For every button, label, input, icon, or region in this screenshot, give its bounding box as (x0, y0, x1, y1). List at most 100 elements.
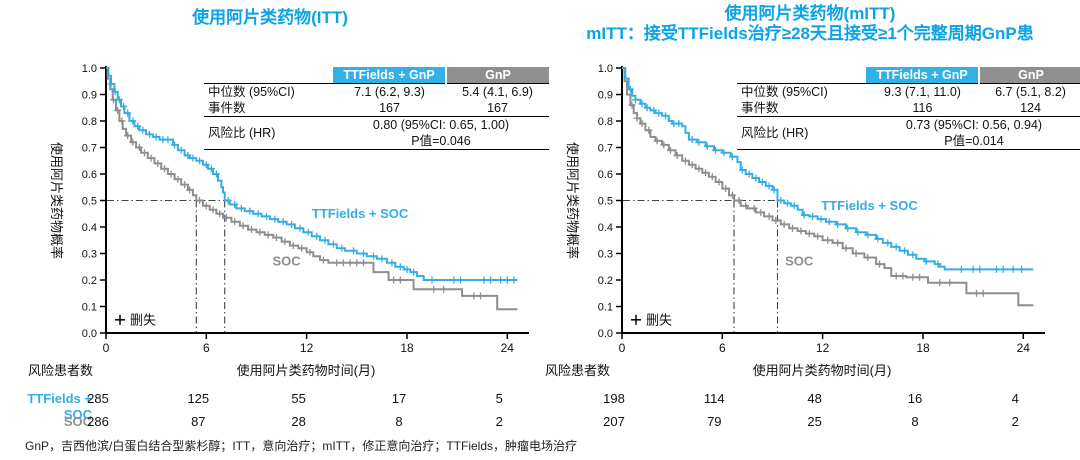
censor-mark (273, 234, 280, 242)
censor-mark (146, 130, 153, 138)
censor-mark (892, 272, 900, 280)
censor-mark (237, 204, 245, 212)
censor-mark (338, 244, 346, 252)
censor-mark (124, 109, 132, 117)
censor-mark (264, 231, 272, 239)
p-value: P值=0.014 (866, 133, 1080, 150)
censor-mark (202, 202, 210, 210)
censor-mark (667, 146, 674, 154)
censor-mark (728, 191, 736, 199)
censor-mark (909, 273, 917, 281)
censor-mark (164, 136, 172, 144)
censor-mark (333, 259, 341, 267)
censor-mark (780, 220, 788, 228)
risk-count: 79 (707, 414, 722, 429)
censor-mark (884, 239, 892, 247)
x-axis-label-itt: 使用阿片类药物时间(月) (236, 363, 376, 378)
svg-text:18: 18 (916, 341, 930, 355)
censor-mark (844, 224, 852, 232)
risk-count: 8 (911, 414, 919, 429)
censor-mark (289, 242, 297, 250)
series-soc: SOC (622, 67, 1034, 307)
censor-mark (633, 114, 641, 122)
hr-label: 风险比 (HR) (204, 116, 333, 150)
events-value-1: 167 (333, 100, 446, 117)
risk-count: 198 (603, 391, 625, 406)
svg-text:0.9: 0.9 (598, 90, 613, 102)
censor-mark (742, 202, 750, 210)
censor-mark (715, 178, 723, 186)
risk-count: 17 (391, 391, 407, 406)
censor-mark (120, 102, 128, 110)
censor-mark (181, 181, 189, 189)
censor-mark (899, 272, 907, 280)
censor-mark (212, 170, 220, 178)
series-label: SOC (785, 253, 814, 268)
censor-mark (396, 276, 404, 284)
series-ttfields-soc: TTFields + SOC (622, 67, 1034, 273)
censor-mark (231, 218, 239, 226)
median-value-2: 5.4 (4.1, 6.9) (462, 85, 533, 99)
median-value-1: 7.1 (6.2, 9.3) (354, 85, 425, 99)
censor-mark (735, 197, 743, 204)
censor-mark (814, 232, 822, 240)
censor-mark (1009, 265, 1017, 273)
censor-mark (171, 141, 179, 149)
censor-mark (946, 279, 954, 287)
censor-mark (976, 265, 984, 273)
censor-mark (655, 109, 663, 117)
censor-mark (410, 268, 418, 276)
censor-mark (480, 276, 488, 284)
censor-mark (154, 159, 162, 167)
stats-row-pvalue: P值=0.014 (737, 133, 1080, 150)
censor-mark (809, 212, 817, 220)
median-label: 中位数 (95%CI) (208, 85, 295, 99)
svg-text:12: 12 (300, 341, 314, 355)
censor-mark (388, 259, 396, 267)
censor-legend-icon (631, 314, 641, 325)
censor-mark (124, 132, 132, 140)
svg-text:24: 24 (501, 341, 515, 355)
censor-mark (329, 240, 337, 248)
risk-header-mitt: 风险患者数 (545, 363, 611, 378)
censor-mark (662, 112, 669, 120)
stats-header-gnp: GnP (978, 67, 1080, 84)
risk-count: 207 (603, 414, 625, 429)
svg-text:0.9: 0.9 (82, 90, 97, 102)
censor-mark (653, 137, 661, 145)
censor-mark (765, 212, 773, 220)
svg-text:0.5: 0.5 (82, 196, 97, 208)
censored-legend: 删失 (631, 312, 672, 327)
censor-mark (999, 265, 1007, 273)
censor-mark (350, 247, 357, 255)
censor-mark (638, 100, 646, 108)
censor-mark (660, 141, 668, 149)
censor-mark (631, 96, 639, 104)
stats-row-median: 中位数 (95%CI) 9.3 (7.1, 11.0) 6.7 (5.1, 8.… (737, 84, 1080, 101)
censor-mark (248, 226, 255, 234)
censor-mark (777, 197, 785, 204)
censor-mark (817, 215, 825, 223)
censor-mark (892, 243, 900, 251)
stats-header-row: TTFields + GnP GnP (204, 67, 549, 84)
censor-mark (834, 239, 842, 247)
censor-mark (319, 256, 327, 264)
censor-mark (298, 244, 306, 252)
censor-mark (688, 136, 696, 144)
censor-mark (281, 238, 289, 246)
censor-mark (396, 263, 404, 271)
censor-mark (346, 259, 354, 267)
censor-mark (129, 138, 137, 146)
stats-header-blank (204, 67, 333, 84)
svg-text:删失: 删失 (130, 312, 156, 327)
chart-title-mitt: 使用阿片类药物(mITT) mITT：接受TTFields治疗≥28天且接受≥1… (540, 4, 1080, 44)
survival-step-curve (106, 67, 518, 311)
censor-mark (750, 204, 758, 212)
censor-mark (874, 235, 882, 243)
risk-count: 285 (87, 391, 109, 406)
censor-mark (202, 161, 210, 169)
censor-legend-icon (115, 314, 125, 325)
risk-count: 125 (187, 391, 210, 406)
risk-count: 5 (495, 391, 503, 406)
svg-text:0.8: 0.8 (598, 116, 613, 128)
